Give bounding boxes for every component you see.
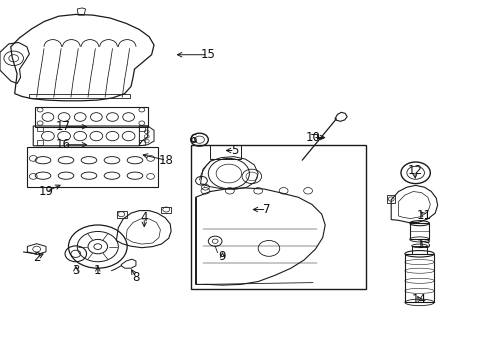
Text: 18: 18 xyxy=(159,154,173,167)
Text: 19: 19 xyxy=(39,185,54,198)
Text: 8: 8 xyxy=(132,271,140,284)
Bar xyxy=(411,246,427,254)
Bar xyxy=(139,127,144,131)
Text: 3: 3 xyxy=(72,264,80,277)
Text: 5: 5 xyxy=(230,144,238,157)
Text: 1: 1 xyxy=(94,264,102,277)
Bar xyxy=(190,145,365,289)
Bar xyxy=(404,254,433,302)
Text: 16: 16 xyxy=(56,138,71,151)
Text: 2: 2 xyxy=(33,251,41,264)
Text: 14: 14 xyxy=(411,293,426,306)
Bar xyxy=(409,223,428,239)
Text: 17: 17 xyxy=(56,120,71,133)
Text: 10: 10 xyxy=(305,131,320,144)
Text: 12: 12 xyxy=(407,165,421,177)
Bar xyxy=(35,107,147,127)
Text: 7: 7 xyxy=(262,203,270,216)
Bar xyxy=(37,140,43,145)
Bar xyxy=(27,147,158,187)
Text: 4: 4 xyxy=(140,211,148,224)
Text: 15: 15 xyxy=(200,48,215,61)
Text: 13: 13 xyxy=(416,238,431,251)
Text: 9: 9 xyxy=(218,250,226,263)
Bar xyxy=(37,127,43,131)
Text: 6: 6 xyxy=(189,133,197,146)
Text: 11: 11 xyxy=(416,209,431,222)
Bar xyxy=(139,140,144,145)
Bar xyxy=(210,145,240,159)
